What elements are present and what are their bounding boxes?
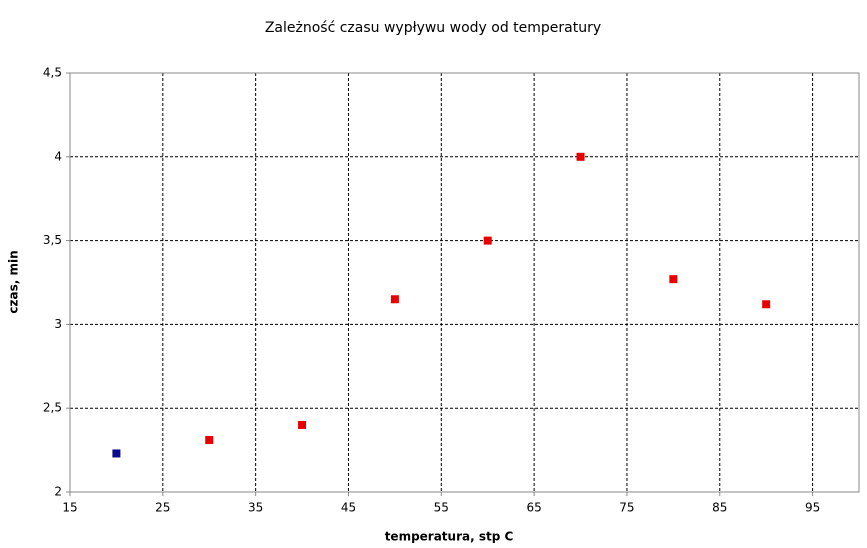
y-tick-label: 2	[54, 485, 62, 499]
x-tick-label: 55	[434, 501, 449, 515]
y-tick-label: 3,5	[43, 233, 62, 247]
x-tick-label: 35	[248, 501, 263, 515]
plot-border	[69, 72, 860, 493]
point	[669, 275, 678, 284]
y-tick-label: 3	[54, 317, 62, 331]
y-tick-label: 2,5	[43, 401, 62, 415]
point	[205, 436, 214, 445]
point	[298, 420, 307, 429]
point	[576, 152, 585, 161]
point	[112, 449, 121, 458]
x-tick-label: 45	[341, 501, 356, 515]
x-tick-label: 65	[526, 501, 541, 515]
x-tick-label: 25	[155, 501, 170, 515]
y-tick-label: 4	[54, 149, 62, 163]
x-tick-label: 75	[619, 501, 634, 515]
y-tick-label: 4,5	[43, 66, 62, 80]
point	[390, 295, 399, 304]
x-tick-label: 15	[62, 501, 77, 515]
y-axis-label: czas, min	[7, 250, 21, 313]
x-tick-label: 85	[712, 501, 727, 515]
x-axis-label: temperatura, stp C	[385, 530, 514, 544]
point	[762, 300, 771, 309]
point	[483, 236, 492, 245]
chart-title: Zależność czasu wypływu wody od temperat…	[265, 20, 601, 36]
x-tick-label: 95	[805, 501, 820, 515]
